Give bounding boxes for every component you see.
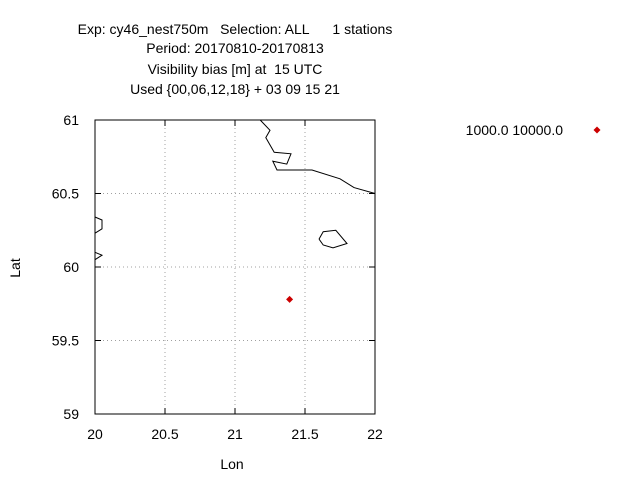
- y-tick-label: 60.5: [52, 186, 79, 202]
- y-tick-label: 60: [63, 259, 79, 275]
- y-axis-label: Lat: [7, 258, 23, 278]
- title-line-experiment: Exp: cy46_nest750m Selection: ALL 1 stat…: [77, 21, 393, 37]
- legend-marker: [593, 126, 601, 134]
- coastline-layer: [94, 119, 376, 261]
- data-points: [286, 295, 294, 303]
- y-axis-ticks: 59 59.5 60 60.5 61: [52, 112, 375, 422]
- coastline: [94, 251, 104, 261]
- y-tick-label: 61: [63, 112, 79, 128]
- x-tick-label: 20: [87, 426, 103, 442]
- coastline: [318, 229, 348, 249]
- coastline: [94, 216, 103, 234]
- grid-lines: [95, 120, 375, 414]
- legend-entry-label: 1000.0 10000.0: [466, 122, 564, 138]
- y-tick-label: 59: [63, 406, 79, 422]
- x-axis-ticks: 20 20.5 21 21.5 22: [87, 120, 383, 442]
- y-tick-label: 59.5: [52, 333, 79, 349]
- data-point: [286, 295, 294, 303]
- x-tick-label: 20.5: [151, 426, 178, 442]
- coastline: [259, 119, 376, 194]
- title-line-variable: Visibility bias [m] at 15 UTC: [147, 61, 323, 77]
- legend: 1000.0 10000.0: [466, 122, 601, 138]
- x-tick-label: 21.5: [291, 426, 318, 442]
- title-line-period: Period: 20170810-20170813: [146, 40, 324, 56]
- x-axis-label: Lon: [220, 456, 243, 472]
- title-line-used-hours: Used {00,06,12,18} + 03 09 15 21: [130, 81, 340, 97]
- x-tick-label: 22: [367, 426, 383, 442]
- x-tick-label: 21: [227, 426, 243, 442]
